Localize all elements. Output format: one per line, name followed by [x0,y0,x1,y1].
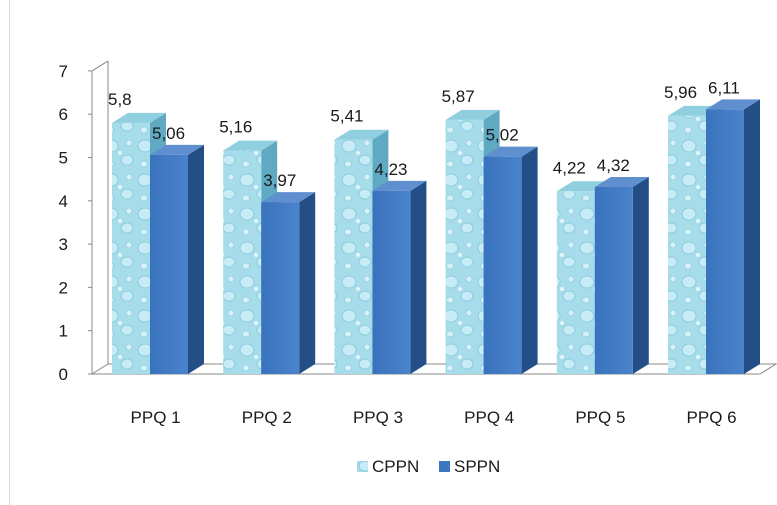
bar-front-face [334,139,373,374]
bar-top-face [223,140,278,151]
bar-top-face [261,192,316,203]
legend-swatch-sppn [439,461,450,472]
x-tick-label: PPQ 1 [131,408,181,427]
y-tick-label: 5 [59,149,68,168]
bar-top-face [706,99,760,110]
bar-front-face [112,122,150,374]
data-label-sppn: 5,02 [486,126,519,145]
bar-front-face [556,191,595,374]
y-tick-label: 2 [59,278,68,297]
bar-side-face [188,144,204,374]
bar-top-face [445,109,500,120]
x-tick-label: PPQ 5 [575,408,625,427]
bar-top-face [372,180,427,191]
bar-sppn-2 [261,192,316,374]
data-label-sppn: 6,11 [708,78,740,97]
y-axis-top-edge [91,60,109,72]
bar-top-face [334,129,389,140]
x-tick-label: PPQ 2 [242,408,292,427]
data-label-sppn: 5,06 [152,124,185,143]
bar-sppn-5 [594,176,649,374]
bar-front-face [372,190,411,374]
bar-top-face [594,176,649,187]
x-tick-label: PPQ 6 [687,408,737,427]
bar-side-face [632,176,649,374]
bar-front-face [706,109,744,374]
legend-label-sppn: SPPN [454,457,500,476]
x-tick-label: PPQ 4 [464,408,514,427]
data-label-cppn: 5,8 [108,90,132,109]
data-label-sppn: 4,32 [597,156,630,175]
bar-side-face [744,99,760,374]
bars-layer [112,99,760,375]
data-labels-layer: 5,8 5,06 5,16 3,97 5,41 4,23 5,87 5,02 4,22 4,32 5… [108,78,740,190]
legend: CPPN SPPN [357,457,500,476]
data-label-cppn: 5,96 [664,83,697,102]
bar-front-face [223,150,262,374]
bar-top-face [150,144,204,155]
frame-left-border [9,0,10,505]
y-tick-label: 6 [59,105,68,124]
y-tick-label: 1 [59,322,68,341]
bar-top-face [112,112,166,123]
bar-front-face [594,186,633,374]
legend-swatch-cppn [357,461,368,472]
bar-top-face [483,146,538,157]
bar-front-face [445,119,484,374]
bar-side-face [299,192,316,374]
legend-label-cppn: CPPN [372,457,419,476]
data-label-cppn: 4,22 [553,158,586,177]
bar-sppn-4 [483,146,538,374]
bar-sppn-1 [150,144,204,374]
data-label-sppn: 3,97 [263,171,296,190]
y-tick-label: 7 [59,62,68,81]
y-tick-label: 4 [59,192,68,211]
x-tick-label: PPQ 3 [353,408,403,427]
bar-sppn-3 [372,180,427,374]
bar-side-face [410,180,427,374]
bar-side-face [521,146,538,374]
data-label-cppn: 5,87 [442,87,475,106]
y-tick-label: 3 [59,235,68,254]
bar-front-face [150,154,188,374]
bar-front-face [483,156,522,374]
data-label-cppn: 5,16 [219,118,252,137]
data-label-cppn: 5,41 [330,107,363,126]
y-tick-label: 0 [59,365,68,384]
bar-front-face [668,115,706,374]
bar-sppn-6 [706,99,760,374]
data-label-sppn: 4,23 [374,160,407,179]
bar-front-face [261,202,300,374]
